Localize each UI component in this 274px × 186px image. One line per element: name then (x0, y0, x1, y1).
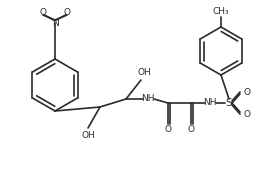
Text: NH: NH (203, 97, 217, 107)
Text: OH: OH (81, 131, 95, 140)
Text: O: O (187, 126, 195, 134)
Text: NH: NH (141, 94, 155, 102)
Text: O: O (39, 7, 47, 17)
Text: N: N (52, 18, 58, 28)
Text: CH₃: CH₃ (213, 7, 229, 15)
Text: OH: OH (137, 68, 151, 76)
Text: O: O (244, 110, 250, 118)
Text: O: O (164, 126, 172, 134)
Text: O: O (244, 87, 250, 97)
Text: O: O (64, 7, 70, 17)
Text: S: S (226, 98, 232, 108)
